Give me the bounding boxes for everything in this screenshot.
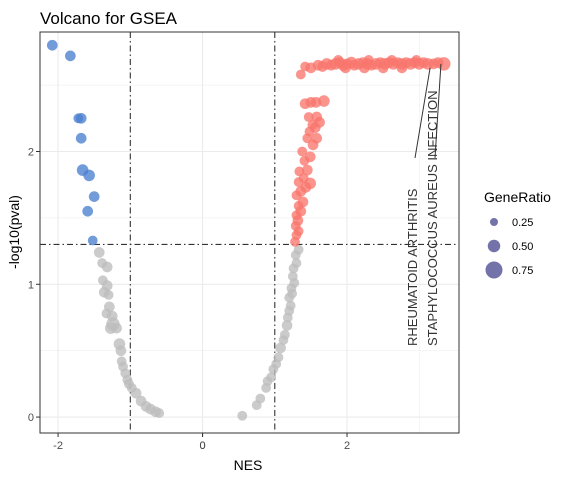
point-ns	[273, 352, 283, 362]
x-tick-label: 2	[344, 440, 350, 452]
point-down	[47, 40, 58, 51]
legend-key	[486, 262, 503, 279]
y-tick-label: 1	[28, 279, 34, 291]
annotation-label: STAPHYLOCOCCUS AUREUS INFECTION	[425, 91, 440, 346]
grid	[40, 32, 459, 433]
point-ns	[94, 247, 105, 258]
point-up	[311, 112, 322, 123]
point-down	[82, 206, 93, 217]
data-points	[47, 40, 451, 421]
point-up	[378, 63, 389, 74]
y-tick-label: 0	[28, 412, 34, 424]
annotation-label: RHEUMATOID ARTHRITIS	[405, 188, 420, 346]
panel-border	[40, 32, 459, 433]
point-ns	[102, 262, 113, 273]
point-up	[387, 55, 397, 65]
point-ns	[104, 290, 114, 300]
point-down	[76, 133, 87, 144]
x-axis-title: NES	[234, 457, 263, 473]
y-axis-title: -log10(pval)	[6, 195, 22, 269]
legend-label: 0.75	[512, 265, 533, 277]
reference-lines	[40, 32, 459, 433]
legend-key	[490, 218, 498, 226]
point-ns	[237, 411, 247, 421]
point-ns	[154, 408, 164, 418]
legend-label: 0.25	[512, 217, 533, 229]
y-tick-label: 2	[28, 147, 34, 159]
point-up	[302, 165, 313, 176]
point-down	[88, 236, 98, 246]
point-up	[300, 62, 310, 72]
point-ns	[111, 323, 122, 334]
x-tick-label: 0	[199, 440, 205, 452]
x-tick-label: -2	[53, 440, 63, 452]
point-up	[411, 55, 421, 65]
point-down	[76, 113, 87, 124]
point-up	[297, 147, 307, 157]
point-up	[364, 55, 374, 65]
point-up	[340, 63, 351, 74]
point-up	[333, 55, 343, 65]
legend-title: GeneRatio	[484, 189, 551, 205]
point-up	[437, 57, 450, 70]
point-ns	[255, 394, 265, 404]
point-ns	[116, 345, 127, 356]
legend-label: 0.50	[512, 241, 533, 253]
point-down	[65, 51, 76, 62]
annotations: RHEUMATOID ARTHRITIS STAPHYLOCOCCUS AUREU…	[405, 64, 441, 346]
point-down	[83, 170, 95, 182]
point-ns	[280, 330, 290, 340]
legend-key	[488, 240, 501, 253]
chart-title: Volcano for GSEA	[40, 9, 178, 28]
legend: GeneRatio 0.25 0.50 0.75	[484, 189, 551, 279]
point-up	[397, 63, 408, 74]
point-up	[318, 95, 330, 107]
point-down	[89, 191, 100, 202]
